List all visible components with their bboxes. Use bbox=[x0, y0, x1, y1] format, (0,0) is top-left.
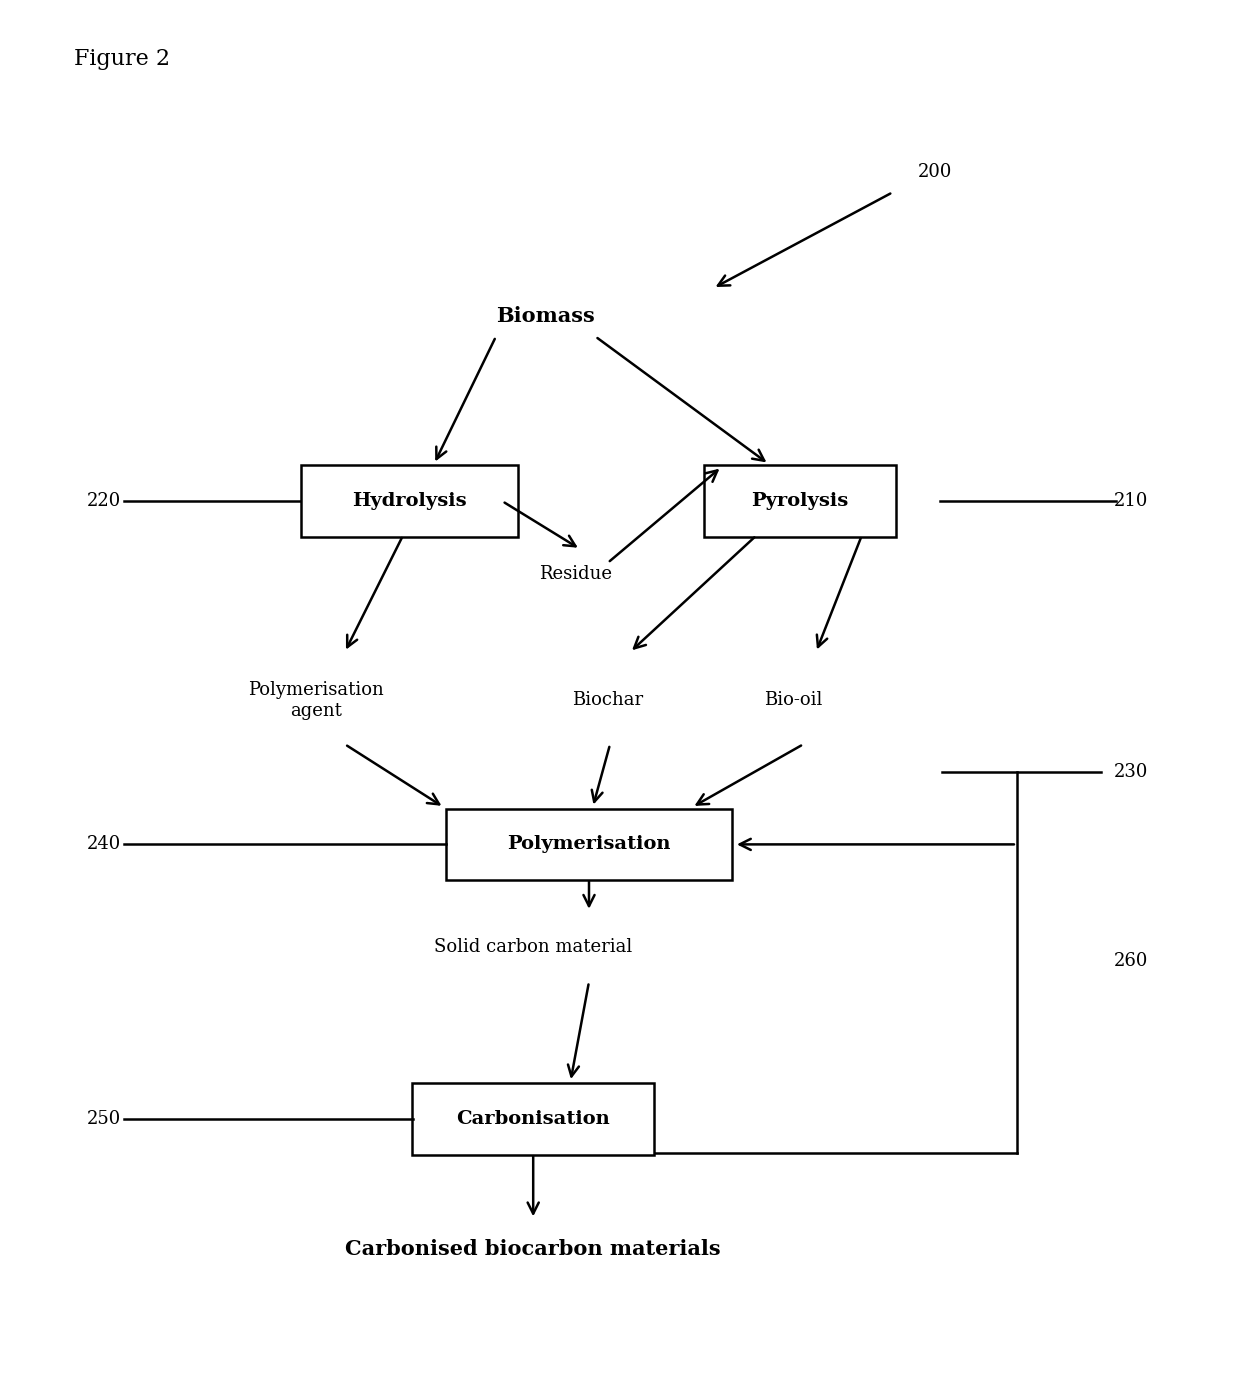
Text: 240: 240 bbox=[87, 835, 122, 854]
Text: 200: 200 bbox=[918, 162, 952, 181]
Text: Residue: Residue bbox=[539, 564, 613, 584]
FancyBboxPatch shape bbox=[446, 809, 732, 880]
Text: 210: 210 bbox=[1114, 492, 1148, 511]
FancyBboxPatch shape bbox=[301, 465, 517, 537]
Text: Solid carbon material: Solid carbon material bbox=[434, 938, 632, 957]
Text: Polymerisation: Polymerisation bbox=[507, 835, 671, 854]
Text: Polymerisation
agent: Polymerisation agent bbox=[248, 681, 384, 719]
Text: Biochar: Biochar bbox=[572, 691, 644, 710]
Text: Carbonisation: Carbonisation bbox=[456, 1109, 610, 1129]
Text: 260: 260 bbox=[1114, 951, 1148, 971]
Text: Biomass: Biomass bbox=[496, 306, 595, 325]
Text: 250: 250 bbox=[87, 1109, 122, 1129]
Text: Pyrolysis: Pyrolysis bbox=[751, 492, 848, 511]
FancyBboxPatch shape bbox=[704, 465, 895, 537]
Text: Carbonised biocarbon materials: Carbonised biocarbon materials bbox=[346, 1240, 720, 1259]
Text: Hydrolysis: Hydrolysis bbox=[352, 492, 466, 511]
FancyBboxPatch shape bbox=[412, 1083, 655, 1155]
Text: Bio-oil: Bio-oil bbox=[764, 691, 823, 710]
Text: 220: 220 bbox=[87, 492, 122, 511]
Text: Figure 2: Figure 2 bbox=[74, 48, 170, 70]
Text: 230: 230 bbox=[1114, 762, 1148, 781]
